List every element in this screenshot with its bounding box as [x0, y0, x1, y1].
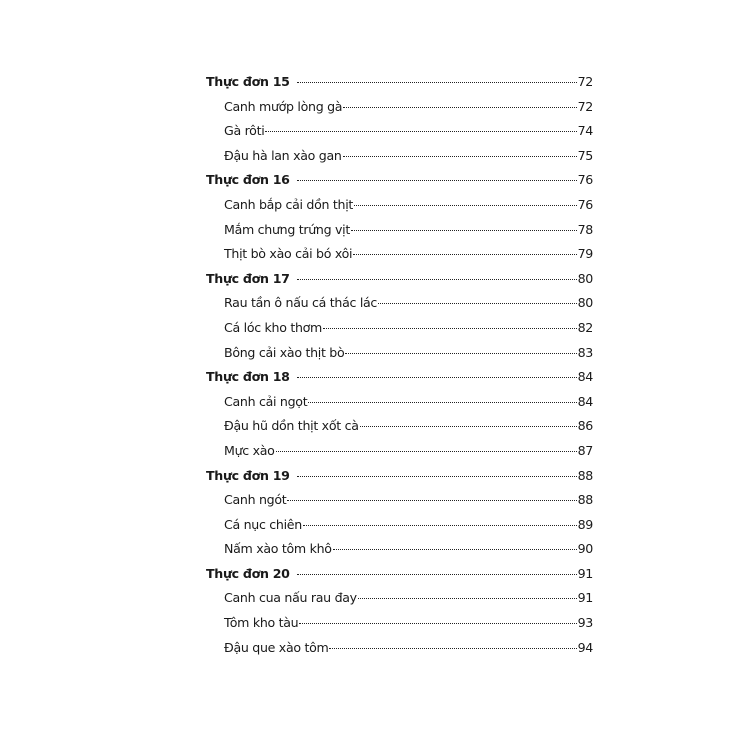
dot-leader [329, 647, 577, 649]
entry-title: Canh ngót [224, 492, 287, 508]
dot-leader [323, 327, 577, 329]
toc-entry: Bông cải xào thịt bò 83 [206, 345, 593, 370]
entry-title: Thịt bò xào cải bó xôi [224, 246, 353, 262]
dot-leader [296, 475, 577, 477]
page-number: 74 [577, 123, 594, 139]
entry-title: Đậu que xào tôm [224, 639, 329, 655]
entry-title: Canh bắp cải dồn thịt [224, 196, 354, 212]
toc-entry: Gà rôti 74 [206, 123, 593, 148]
toc-entry: Cá nục chiên 89 [206, 517, 593, 542]
entry-title: Thực đơn 19 [206, 467, 290, 483]
dot-leader [332, 549, 577, 551]
toc-entry: Canh cải ngọt 84 [206, 394, 593, 419]
page-number: 79 [577, 246, 594, 262]
toc-entry: Đậu hà lan xào gan 75 [206, 148, 593, 173]
page-number: 80 [577, 295, 594, 311]
entry-title: Cá lóc kho thơm [224, 319, 323, 335]
dot-leader [275, 450, 577, 452]
dot-leader [302, 524, 577, 526]
dot-leader [345, 352, 577, 354]
entry-title: Đậu hà lan xào gan [224, 147, 342, 163]
dot-leader [265, 131, 577, 133]
page-number: 75 [577, 147, 594, 163]
page-number: 90 [577, 541, 594, 557]
dot-leader [287, 500, 577, 502]
entry-title: Đậu hũ dồn thịt xốt cà [224, 418, 359, 434]
page-number: 76 [577, 196, 594, 212]
page-number: 88 [577, 467, 594, 483]
toc-entry: Tôm kho tàu 93 [206, 615, 593, 640]
toc-entry: Canh bắp cải dồn thịt 76 [206, 197, 593, 222]
entry-title: Thực đơn 17 [206, 270, 290, 286]
entry-title: Cá nục chiên [224, 516, 302, 532]
page-number: 72 [577, 98, 594, 114]
page-number: 88 [577, 492, 594, 508]
entry-title: Canh cua nấu rau đay [224, 590, 357, 606]
page-number: 91 [577, 590, 594, 606]
page-number: 78 [577, 221, 594, 237]
toc-entry: Canh cua nấu rau đay 91 [206, 590, 593, 615]
page-number: 94 [577, 639, 594, 655]
toc-entry: Thịt bò xào cải bó xôi 79 [206, 246, 593, 271]
page-number: 93 [577, 615, 594, 631]
table-of-contents: Thực đơn 15 72 Canh mướp lòng gà 72 Gà rôti 7… [206, 74, 593, 664]
entry-title: Mắm chưng trứng vịt [224, 221, 350, 237]
page-number: 76 [577, 172, 594, 188]
toc-entry: Canh mướp lòng gà 72 [206, 99, 593, 124]
entry-title: Gà rôti [224, 123, 265, 139]
dot-leader [351, 229, 577, 231]
page-number: 82 [577, 319, 594, 335]
entry-title: Thực đơn 16 [206, 172, 290, 188]
toc-section: Thực đơn 15 72 [206, 74, 593, 99]
dot-leader [378, 303, 577, 305]
dot-leader [353, 254, 577, 256]
entry-title: Thực đơn 20 [206, 565, 290, 581]
dot-leader [296, 573, 577, 575]
page-number: 80 [577, 270, 594, 286]
page-number: 84 [577, 393, 594, 409]
toc-section: Thực đơn 17 80 [206, 271, 593, 296]
dot-leader [342, 155, 577, 157]
page-number: 87 [577, 442, 594, 458]
dot-leader [357, 598, 577, 600]
dot-leader [299, 623, 577, 625]
dot-leader [359, 426, 577, 428]
entry-title: Bông cải xào thịt bò [224, 344, 345, 360]
toc-entry: Đậu que xào tôm 94 [206, 640, 593, 665]
toc-section: Thực đơn 16 76 [206, 172, 593, 197]
dot-leader [296, 180, 577, 182]
page-number: 84 [577, 369, 594, 385]
entry-title: Thực đơn 15 [206, 74, 290, 89]
dot-leader [308, 401, 577, 403]
dot-leader [354, 204, 577, 206]
toc-section: Thực đơn 19 88 [206, 468, 593, 493]
toc-entry: Canh ngót 88 [206, 492, 593, 517]
entry-title: Rau tần ô nấu cá thác lác [224, 295, 378, 311]
toc-entry: Mắm chưng trứng vịt 78 [206, 222, 593, 247]
entry-title: Mực xào [224, 442, 275, 458]
toc-entry: Mực xào 87 [206, 443, 593, 468]
page-number: 72 [577, 74, 594, 89]
page-number: 83 [577, 344, 594, 360]
toc-entry: Đậu hũ dồn thịt xốt cà 86 [206, 418, 593, 443]
dot-leader [296, 82, 577, 83]
entry-title: Canh mướp lòng gà [224, 98, 343, 114]
page-number: 89 [577, 516, 594, 532]
dot-leader [296, 278, 577, 280]
toc-section: Thực đơn 20 91 [206, 566, 593, 591]
dot-leader [296, 377, 577, 379]
entry-title: Canh cải ngọt [224, 393, 308, 409]
toc-entry: Nấm xào tôm khô 90 [206, 541, 593, 566]
page-number: 91 [577, 565, 594, 581]
entry-title: Tôm kho tàu [224, 615, 299, 631]
page-number: 86 [577, 418, 594, 434]
dot-leader [343, 106, 577, 108]
toc-entry: Rau tần ô nấu cá thác lác 80 [206, 295, 593, 320]
toc-entry: Cá lóc kho thơm 82 [206, 320, 593, 345]
entry-title: Nấm xào tôm khô [224, 541, 332, 557]
toc-section: Thực đơn 18 84 [206, 369, 593, 394]
entry-title: Thực đơn 18 [206, 369, 290, 385]
